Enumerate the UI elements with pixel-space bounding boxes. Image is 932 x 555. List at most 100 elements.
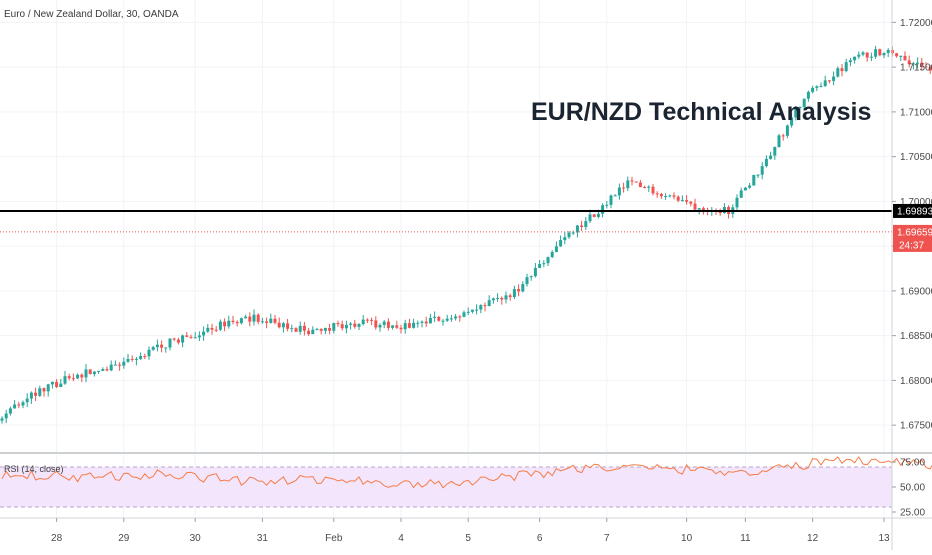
rsi-tick-label: 25.00	[900, 508, 925, 519]
candle-body	[337, 323, 340, 324]
candle-body	[719, 212, 722, 213]
candle-body	[404, 323, 407, 329]
candle-body	[169, 339, 172, 348]
candle-body	[635, 181, 638, 182]
candle-body	[429, 318, 432, 323]
rsi-title: RSI (14, close)	[4, 464, 64, 474]
candle-body	[139, 356, 142, 359]
candle-body	[383, 322, 386, 325]
candle-body	[694, 204, 697, 210]
candle-body	[605, 205, 608, 206]
candle-body	[387, 322, 390, 328]
candle-body	[345, 325, 348, 328]
time-tick-label: Feb	[325, 533, 343, 544]
candle-body	[547, 257, 550, 263]
candle-body	[215, 330, 218, 331]
candle-body	[740, 190, 743, 197]
candle-body	[274, 319, 277, 323]
candle-body	[652, 187, 655, 194]
candle-body	[437, 317, 440, 321]
candle-body	[416, 323, 419, 324]
candle-body	[148, 350, 151, 356]
candle-body	[101, 369, 104, 371]
candle-body	[307, 331, 310, 334]
candle-body	[778, 135, 781, 147]
candle-body	[261, 321, 264, 322]
price-tick-label: 1.68500	[900, 331, 932, 342]
candle-body	[135, 359, 138, 360]
candle-body	[219, 322, 222, 330]
candle-body	[647, 187, 650, 188]
candle-body	[286, 323, 289, 328]
candle-body	[521, 284, 524, 291]
candle-body	[874, 49, 877, 57]
candle-body	[395, 325, 398, 327]
candle-body	[303, 326, 306, 331]
candle-body	[626, 180, 629, 188]
candle	[635, 181, 638, 182]
candle-body	[320, 329, 323, 331]
candle-body	[194, 337, 197, 338]
candle-body	[131, 359, 134, 360]
candle-body	[206, 328, 209, 332]
time-tick-label: 28	[51, 533, 63, 544]
candle-body	[198, 335, 201, 337]
candle-body	[698, 208, 701, 209]
candle-body	[614, 195, 617, 196]
candle-body	[551, 252, 554, 257]
candle-body	[72, 378, 75, 379]
candle-body	[64, 376, 67, 383]
candle-body	[643, 187, 646, 188]
candle-body	[509, 295, 512, 297]
candle-body	[152, 347, 155, 350]
candle-body	[26, 399, 29, 403]
candle-body	[584, 221, 587, 227]
candle-body	[232, 321, 235, 322]
candle-body	[269, 319, 272, 323]
candle-body	[660, 194, 663, 196]
candle-body	[668, 195, 671, 196]
time-tick-label: 10	[681, 533, 693, 544]
price-tick-label: 1.67500	[900, 421, 932, 432]
candle-body	[505, 295, 508, 299]
candle-body	[282, 323, 285, 327]
candle-body	[156, 345, 159, 347]
candle-body	[849, 60, 852, 62]
candle-body	[316, 329, 319, 330]
candle-body	[68, 376, 71, 378]
candle-body	[185, 335, 188, 336]
candle-body	[51, 382, 54, 384]
candle-body	[328, 328, 331, 331]
price-tick-label: 1.69000	[900, 286, 932, 297]
candle-body	[122, 362, 125, 366]
candle-body	[353, 324, 356, 327]
candle-body	[841, 68, 844, 71]
candle-body	[811, 88, 814, 92]
candle-body	[773, 147, 776, 156]
candle-body	[332, 323, 335, 331]
candle	[778, 134, 781, 148]
candle-body	[370, 320, 373, 321]
time-tick-label: 4	[398, 533, 404, 544]
candle-body	[76, 375, 79, 379]
candle-body	[190, 337, 193, 338]
candle-body	[895, 53, 898, 56]
candle-body	[97, 371, 100, 372]
candle	[89, 369, 92, 374]
candle-body	[786, 126, 789, 136]
candle-body	[30, 393, 33, 399]
candle-body	[34, 393, 37, 396]
candle-body	[479, 305, 482, 309]
candle-body	[1, 418, 4, 420]
candle-body	[118, 365, 121, 366]
time-tick-label: 5	[465, 533, 471, 544]
candle-body	[736, 198, 739, 208]
candle-body	[324, 328, 327, 331]
candle-body	[248, 317, 251, 322]
time-tick-label: 29	[118, 533, 130, 544]
time-tick-label: 31	[257, 533, 269, 544]
candle-body	[5, 414, 8, 419]
candle-body	[836, 68, 839, 76]
